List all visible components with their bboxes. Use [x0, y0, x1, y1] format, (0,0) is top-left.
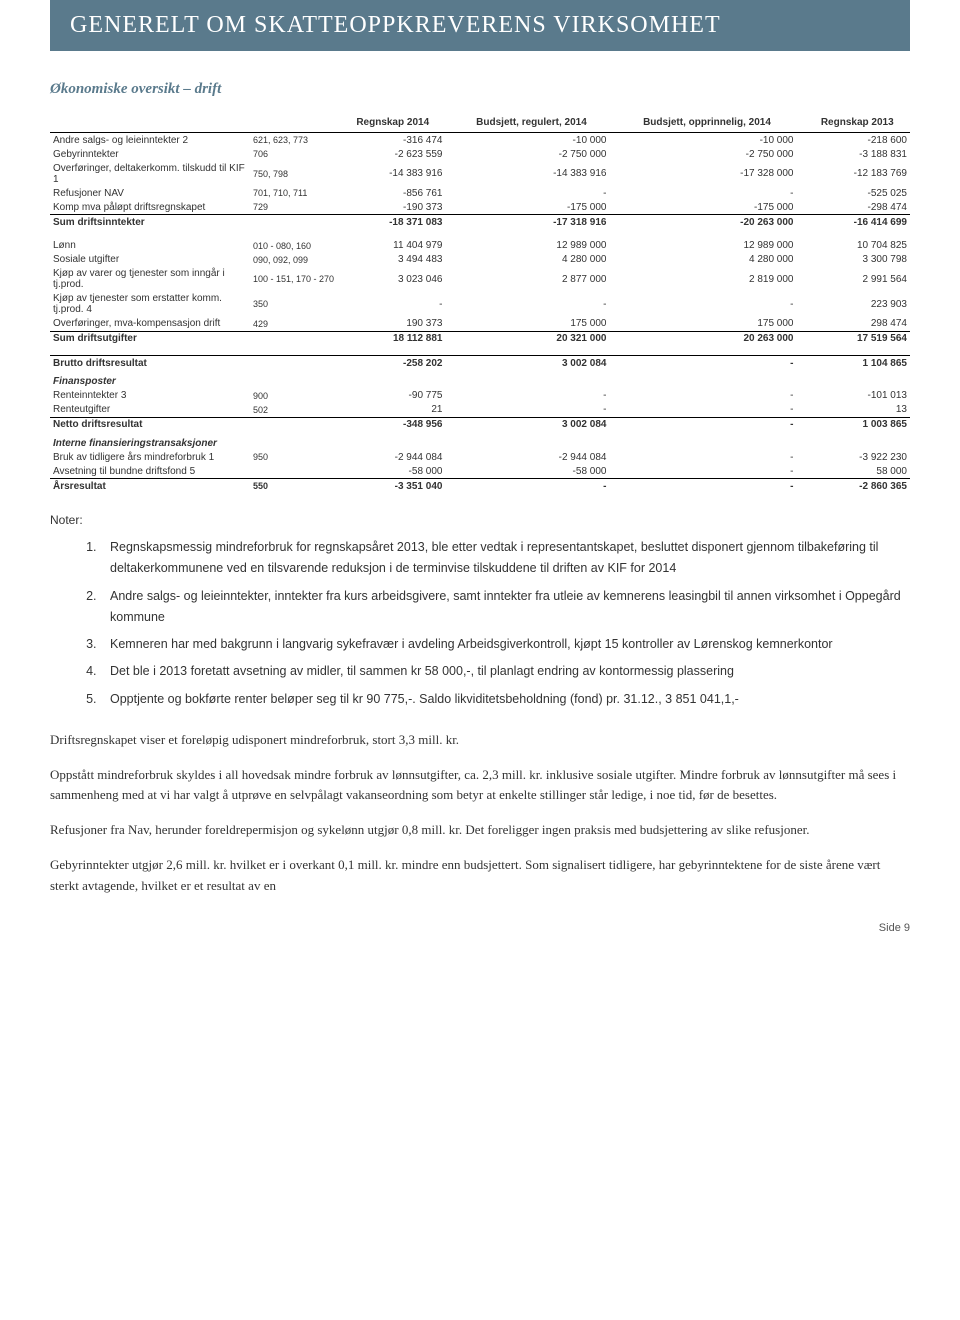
notes-list: Regnskapsmessig mindreforbruk for regnsk… — [50, 537, 910, 710]
table-row: Renteinntekter 3900-90 775---101 013 — [50, 389, 910, 403]
note-item: Andre salgs- og leieinntekter, inntekter… — [100, 586, 910, 629]
note-item: Det ble i 2013 foretatt avsetning av mid… — [100, 661, 910, 682]
table-sum-row: Årsresultat550-3 351 040---2 860 365 — [50, 479, 910, 494]
table-row: Overføringer, deltakerkomm. tilskudd til… — [50, 161, 910, 186]
prose-paragraph: Driftsregnskapet viser et foreløpig udis… — [50, 730, 910, 751]
table-sum-row: Sum driftsutgifter18 112 88120 321 00020… — [50, 331, 910, 346]
notes-heading: Noter: — [50, 513, 910, 527]
prose-paragraph: Gebyrinntekter utgjør 2,6 mill. kr. hvil… — [50, 855, 910, 897]
table-row: Gebyrinntekter706-2 623 559-2 750 000-2 … — [50, 147, 910, 161]
note-item: Kemneren har med bakgrunn i langvarig sy… — [100, 634, 910, 655]
prose-paragraph: Refusjoner fra Nav, herunder foreldreper… — [50, 820, 910, 841]
table-row: Andre salgs- og leieinntekter 2621, 623,… — [50, 133, 910, 148]
table-sum-row: Sum driftsinntekter-18 371 083-17 318 91… — [50, 215, 910, 230]
table-row: Lønn010 - 080, 16011 404 97912 989 00012… — [50, 239, 910, 253]
table-row: Overføringer, mva-kompensasjon drift4291… — [50, 317, 910, 332]
page-title: GENERELT OM SKATTEOPPKREVERENS VIRKSOMHE… — [50, 0, 910, 51]
table-row: Kjøp av tjenester som erstatter komm. tj… — [50, 292, 910, 317]
table-row: Refusjoner NAV701, 710, 711-856 761---52… — [50, 186, 910, 200]
table-sum-row: Brutto driftsresultat-258 2023 002 084-1… — [50, 356, 910, 371]
note-item: Regnskapsmessig mindreforbruk for regnsk… — [100, 537, 910, 580]
table-row: Avsetning til bundne driftsfond 5-58 000… — [50, 464, 910, 479]
prose-paragraph: Oppstått mindreforbruk skyldes i all hov… — [50, 765, 910, 807]
table-row: Renteutgifter50221--13 — [50, 403, 910, 418]
table-row: Kjøp av varer og tjenester som inngår i … — [50, 267, 910, 292]
financial-table: Regnskap 2014Budsjett, regulert, 2014Bud… — [50, 113, 910, 493]
page-number: Side 9 — [50, 922, 910, 934]
table-row: Bruk av tidligere års mindreforbruk 1950… — [50, 450, 910, 464]
table-row: Sosiale utgifter090, 092, 0993 494 4834 … — [50, 253, 910, 267]
note-item: Opptjente og bokførte renter beløper seg… — [100, 689, 910, 710]
table-row: Komp mva påløpt driftsregnskapet729-190 … — [50, 200, 910, 215]
table-sum-row: Netto driftsresultat-348 9563 002 084-1 … — [50, 417, 910, 432]
table-subtitle: Økonomiske oversikt – drift — [50, 81, 910, 98]
